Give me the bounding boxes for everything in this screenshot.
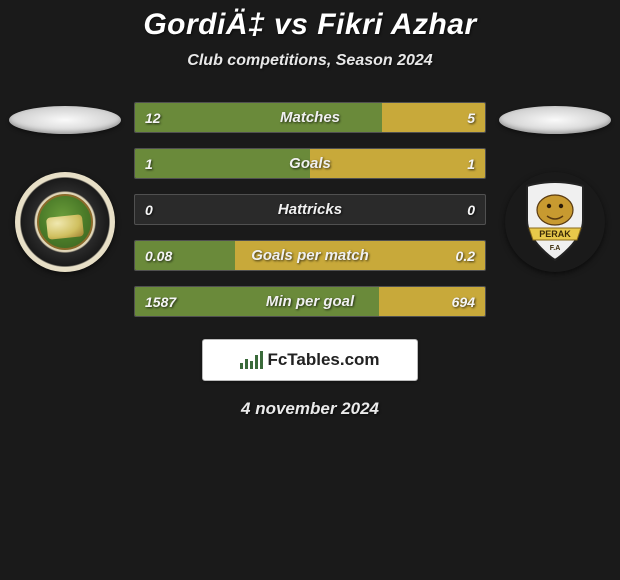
badge-label: PERAK: [539, 229, 571, 239]
chart-icon: [240, 351, 263, 369]
bar-left: [135, 149, 310, 178]
page-title: GordiÄ‡ vs Fikri Azhar: [0, 8, 620, 42]
stat-value-right: 1: [467, 149, 475, 178]
stat-row: 0.08Goals per match0.2: [134, 240, 486, 271]
stat-value-left: 0.08: [145, 241, 172, 270]
subtitle: Club competitions, Season 2024: [0, 52, 620, 70]
club-badge-right: PERAK F.A: [505, 172, 605, 272]
stat-row: 0Hattricks0: [134, 194, 486, 225]
player-avatar-left: [9, 106, 121, 134]
footer-brand-logo: FcTables.com: [202, 339, 418, 381]
stats-container: 12Matches5 1Goals1 0Hattricks0 0.08Goals pe…: [134, 102, 486, 317]
bar-right: [310, 149, 485, 178]
player-avatar-right: [499, 106, 611, 134]
stat-value-right: 694: [452, 287, 475, 316]
stat-label: Hattricks: [135, 195, 485, 224]
bar-left: [135, 103, 382, 132]
footer-brand-text: FcTables.com: [267, 350, 379, 370]
left-side: [6, 102, 124, 272]
bar-right: [235, 241, 485, 270]
date-label: 4 november 2024: [0, 399, 620, 419]
badge-sublabel: F.A: [550, 245, 561, 252]
stat-value-left: 1587: [145, 287, 176, 316]
stat-value-right: 5: [467, 103, 475, 132]
stat-value-right: 0.2: [456, 241, 475, 270]
stat-row: 12Matches5: [134, 102, 486, 133]
stat-row: 1587Min per goal694: [134, 286, 486, 317]
stat-row: 1Goals1: [134, 148, 486, 179]
shield-icon: PERAK F.A: [519, 180, 591, 264]
stat-value-right: 0: [467, 195, 475, 224]
stat-value-left: 1: [145, 149, 153, 178]
stat-value-left: 0: [145, 195, 153, 224]
club-badge-left: [15, 172, 115, 272]
right-side: PERAK F.A: [496, 102, 614, 272]
comparison-infographic: GordiÄ‡ vs Fikri Azhar Club competitions…: [0, 0, 620, 580]
content-row: 12Matches5 1Goals1 0Hattricks0 0.08Goals pe…: [0, 102, 620, 317]
stat-value-left: 12: [145, 103, 161, 132]
